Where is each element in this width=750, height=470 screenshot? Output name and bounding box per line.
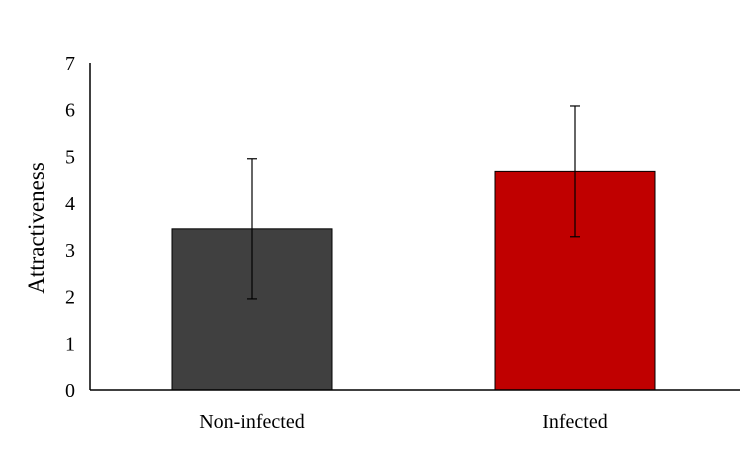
y-tick-label: 0 — [65, 380, 75, 402]
error-bar — [570, 105, 580, 238]
error-bars — [247, 105, 580, 300]
y-tick-label: 1 — [65, 333, 75, 355]
y-tick-label: 2 — [65, 287, 75, 309]
y-tick-label: 5 — [65, 146, 75, 168]
x-category-label: Non-infected — [199, 411, 305, 433]
y-axis-title: Attractiveness — [24, 162, 49, 294]
x-category-label: Infected — [542, 411, 608, 433]
y-tick-label: 6 — [65, 100, 75, 122]
x-axis-labels: Non-infected Infected — [199, 411, 608, 433]
y-tick-label: 4 — [65, 193, 75, 215]
y-tick-label: 7 — [65, 53, 75, 75]
y-tick-label: 3 — [65, 240, 75, 262]
error-bar — [247, 158, 257, 300]
bars — [171, 170, 656, 391]
y-axis-ticks: 0 1 2 3 4 5 6 7 — [65, 53, 75, 402]
